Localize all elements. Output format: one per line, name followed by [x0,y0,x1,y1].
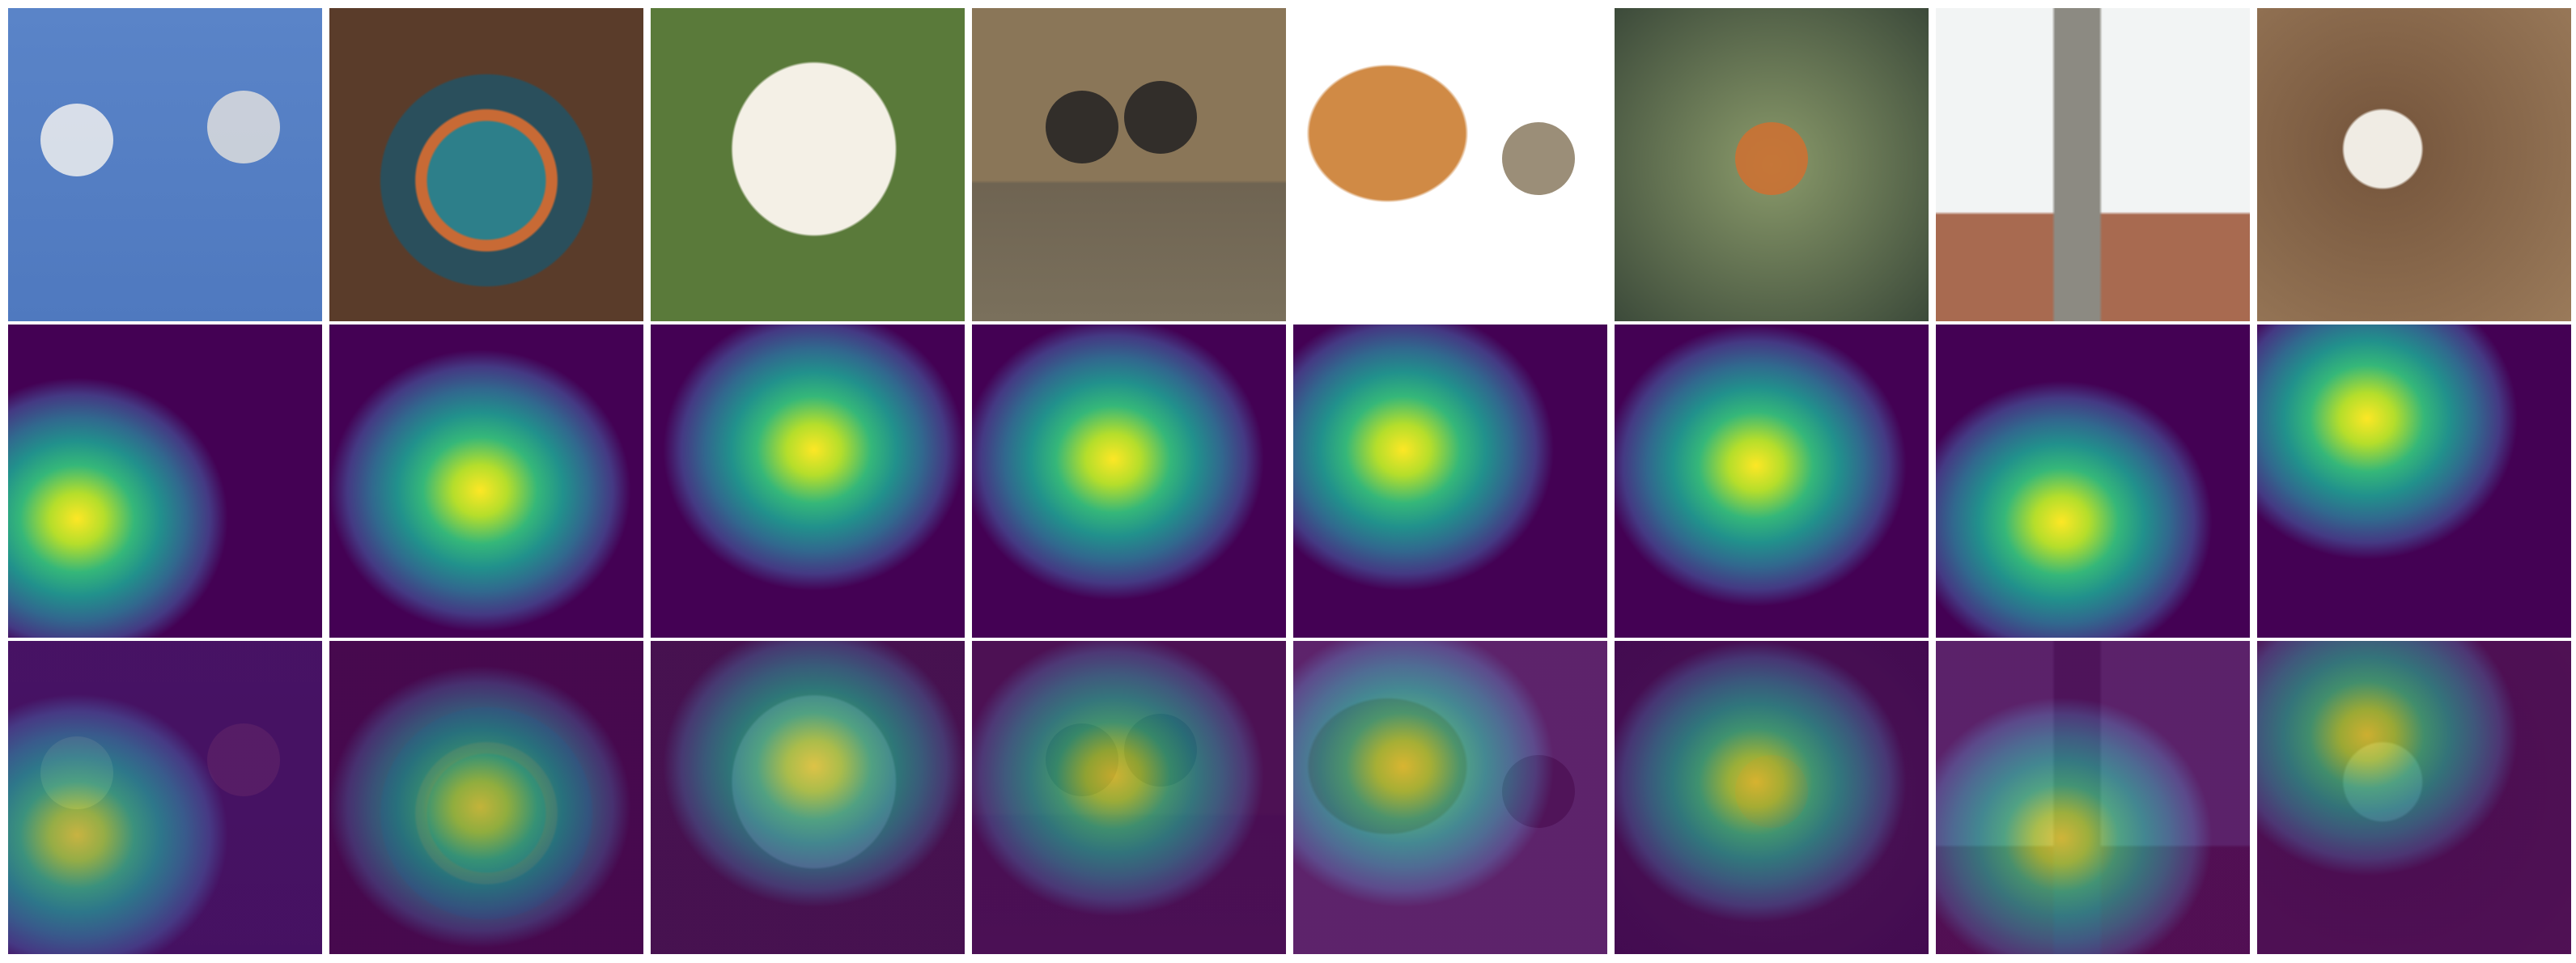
heatmap [1615,325,1929,638]
photo [1936,8,2250,321]
photo [2257,8,2571,321]
heatmap [972,325,1286,638]
heatmap [329,325,643,638]
heatmap [651,325,965,638]
image-cell [329,8,643,321]
heatmap-overlay [329,641,643,954]
heatmap-overlay [8,641,322,954]
image-cell [2257,8,2571,321]
subject [1735,121,1808,195]
subject [207,91,280,164]
heatmap [1936,325,2250,638]
heatmap-overlay [651,641,965,954]
overlay-cell [2257,641,2571,954]
heatmap [1293,325,1607,638]
image-cell [1293,8,1607,321]
heatmap-overlay [972,641,1286,954]
heatmap-overlay [1936,641,2250,954]
overlay-cell [329,641,643,954]
heatmap-cell [329,325,643,638]
overlay-cell [651,641,965,954]
heatmap-overlay [2257,641,2571,954]
heatmap-overlay [1293,641,1607,954]
image-cell [8,8,322,321]
image-cell [1615,8,1929,321]
image-cell [1936,8,2250,321]
photo [972,8,1286,321]
image-cell [972,8,1286,321]
heatmap-cell [1293,325,1607,638]
overlay-cell [1293,641,1607,954]
heatmap-cell [651,325,965,638]
heatmap-cell [1936,325,2250,638]
heatmap-overlay [1615,641,1929,954]
subject [1045,91,1118,164]
subject [1123,81,1197,155]
heatmap-cell [8,325,322,638]
overlay-cell [1615,641,1929,954]
heatmap [2257,325,2571,638]
heatmap-cell [1615,325,1929,638]
heatmap-cell [2257,325,2571,638]
overlay-cell [8,641,322,954]
image-cell [651,8,965,321]
subject [40,103,114,176]
heatmap [8,325,322,638]
overlay-cell [1936,641,2250,954]
subject [1501,121,1575,195]
photo [651,8,965,321]
overlay-cell [972,641,1286,954]
photo [329,8,643,321]
heatmap-cell [972,325,1286,638]
